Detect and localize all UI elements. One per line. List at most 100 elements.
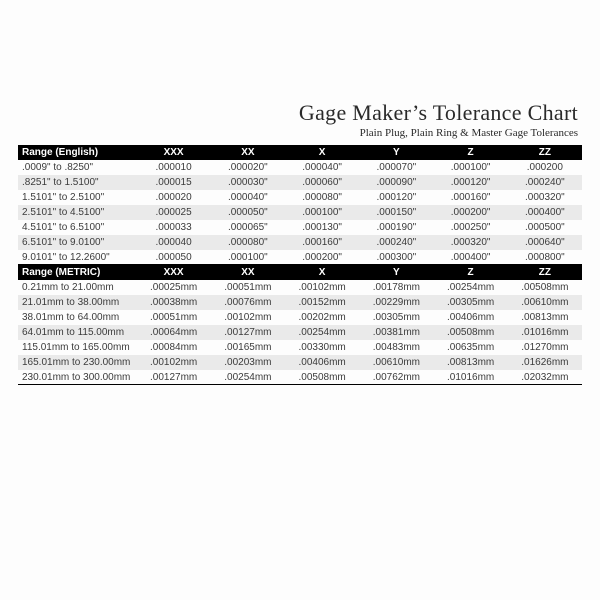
value-cell: .00305mm — [359, 310, 433, 325]
value-cell: .00127mm — [211, 325, 285, 340]
value-cell: .000050 — [136, 250, 210, 265]
range-cell: 9.0101" to 12.2600" — [18, 250, 136, 265]
value-cell: .000190" — [359, 220, 433, 235]
value-cell: .00813mm — [508, 310, 582, 325]
value-cell: .00102mm — [285, 280, 359, 295]
value-cell: .000060" — [285, 175, 359, 190]
tolerance-table-english: Range (English) XXX XX X Y Z ZZ .0009" t… — [18, 145, 582, 265]
table-header-row: Range (METRIC) XXX XX X Y Z ZZ — [18, 265, 582, 280]
range-cell: 4.5101" to 6.5100" — [18, 220, 136, 235]
range-cell: 64.01mm to 115.00mm — [18, 325, 136, 340]
value-cell: .00038mm — [136, 295, 210, 310]
value-cell: .000080" — [285, 190, 359, 205]
value-cell: .00076mm — [211, 295, 285, 310]
value-cell: .000050" — [211, 205, 285, 220]
value-cell: .000020" — [211, 160, 285, 175]
value-cell: .00025mm — [136, 280, 210, 295]
value-cell: .000320" — [433, 235, 507, 250]
value-cell: .000080" — [211, 235, 285, 250]
value-cell: .00381mm — [359, 325, 433, 340]
value-cell: .01016mm — [433, 370, 507, 385]
value-cell: .01016mm — [508, 325, 582, 340]
table-row: 230.01mm to 300.00mm.00127mm.00254mm.005… — [18, 370, 582, 385]
value-cell: .00102mm — [211, 310, 285, 325]
value-cell: .01270mm — [508, 340, 582, 355]
value-cell: .000033 — [136, 220, 210, 235]
col-x: X — [285, 145, 359, 160]
table-row: 0.21mm to 21.00mm.00025mm.00051mm.00102m… — [18, 280, 582, 295]
value-cell: .00051mm — [136, 310, 210, 325]
value-cell: .000025 — [136, 205, 210, 220]
value-cell: .000100" — [211, 250, 285, 265]
value-cell: .000040" — [211, 190, 285, 205]
col-xx: XX — [211, 145, 285, 160]
range-cell: 21.01mm to 38.00mm — [18, 295, 136, 310]
range-cell: 0.21mm to 21.00mm — [18, 280, 136, 295]
table-row: .0009" to .8250".000010.000020".000040".… — [18, 160, 582, 175]
table-row: 1.5101" to 2.5100".000020.000040".000080… — [18, 190, 582, 205]
value-cell: .000240" — [508, 175, 582, 190]
value-cell: .000640" — [508, 235, 582, 250]
range-cell: 115.01mm to 165.00mm — [18, 340, 136, 355]
value-cell: .00254mm — [285, 325, 359, 340]
value-cell: .000090" — [359, 175, 433, 190]
page: Gage Maker’s Tolerance Chart Plain Plug,… — [0, 0, 600, 600]
value-cell: .000120" — [359, 190, 433, 205]
table-row: 38.01mm to 64.00mm.00051mm.00102mm.00202… — [18, 310, 582, 325]
value-cell: .00508mm — [285, 370, 359, 385]
table-row: 9.0101" to 12.2600".000050.000100".00020… — [18, 250, 582, 265]
value-cell: .00178mm — [359, 280, 433, 295]
value-cell: .000040 — [136, 235, 210, 250]
value-cell: .00229mm — [359, 295, 433, 310]
value-cell: .00064mm — [136, 325, 210, 340]
value-cell: .000160" — [433, 190, 507, 205]
range-cell: 38.01mm to 64.00mm — [18, 310, 136, 325]
page-subtitle: Plain Plug, Plain Ring & Master Gage Tol… — [18, 127, 578, 139]
table-row: 2.5101" to 4.5100".000025.000050".000100… — [18, 205, 582, 220]
table-row: 64.01mm to 115.00mm.00064mm.00127mm.0025… — [18, 325, 582, 340]
value-cell: .000200" — [285, 250, 359, 265]
value-cell: .00102mm — [136, 355, 210, 370]
value-cell: .00203mm — [211, 355, 285, 370]
value-cell: .00127mm — [136, 370, 210, 385]
value-cell: .00508mm — [508, 280, 582, 295]
value-cell: .000070" — [359, 160, 433, 175]
range-cell: .0009" to .8250" — [18, 160, 136, 175]
value-cell: .000015 — [136, 175, 210, 190]
value-cell: .02032mm — [508, 370, 582, 385]
value-cell: .00610mm — [508, 295, 582, 310]
value-cell: .01626mm — [508, 355, 582, 370]
value-cell: .000320" — [508, 190, 582, 205]
value-cell: .000300" — [359, 250, 433, 265]
value-cell: .00254mm — [433, 280, 507, 295]
value-cell: .00762mm — [359, 370, 433, 385]
range-cell: 2.5101" to 4.5100" — [18, 205, 136, 220]
table-header-row: Range (English) XXX XX X Y Z ZZ — [18, 145, 582, 160]
value-cell: .000240" — [359, 235, 433, 250]
table-row: 6.5101" to 9.0100".000040.000080".000160… — [18, 235, 582, 250]
value-cell: .000400" — [433, 250, 507, 265]
col-xx: XX — [211, 265, 285, 280]
value-cell: .000800" — [508, 250, 582, 265]
table-row: 21.01mm to 38.00mm.00038mm.00076mm.00152… — [18, 295, 582, 310]
value-cell: .000150" — [359, 205, 433, 220]
value-cell: .00084mm — [136, 340, 210, 355]
value-cell: .000120" — [433, 175, 507, 190]
range-cell: 1.5101" to 2.5100" — [18, 190, 136, 205]
value-cell: .00508mm — [433, 325, 507, 340]
value-cell: .00483mm — [359, 340, 433, 355]
value-cell: .00635mm — [433, 340, 507, 355]
col-xxx: XXX — [136, 265, 210, 280]
value-cell: .00202mm — [285, 310, 359, 325]
table-row: 115.01mm to 165.00mm.00084mm.00165mm.003… — [18, 340, 582, 355]
value-cell: .00051mm — [211, 280, 285, 295]
range-cell: .8251" to 1.5100" — [18, 175, 136, 190]
value-cell: .000200 — [508, 160, 582, 175]
value-cell: .000010 — [136, 160, 210, 175]
value-cell: .000400" — [508, 205, 582, 220]
value-cell: .000500" — [508, 220, 582, 235]
value-cell: .00610mm — [359, 355, 433, 370]
table-row: 4.5101" to 6.5100".000033.000065".000130… — [18, 220, 582, 235]
tolerance-table-metric: Range (METRIC) XXX XX X Y Z ZZ 0.21mm to… — [18, 265, 582, 385]
table-row: .8251" to 1.5100".000015.000030".000060"… — [18, 175, 582, 190]
